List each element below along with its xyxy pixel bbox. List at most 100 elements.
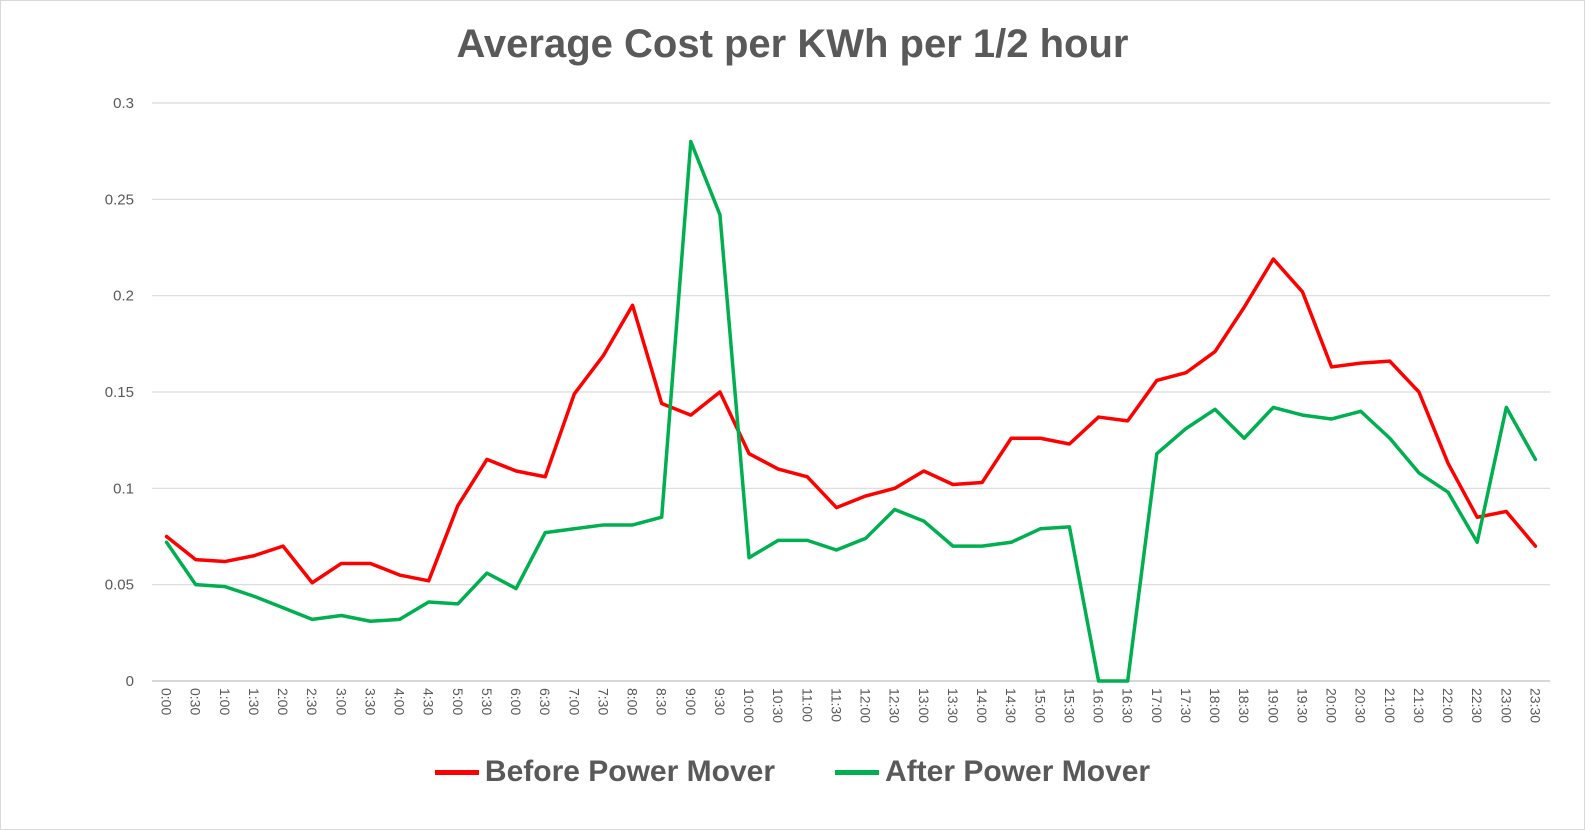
data-point-after [834, 548, 838, 552]
x-tick-label: 7:00 [566, 688, 582, 715]
data-point-after [398, 617, 402, 621]
data-point-before [922, 469, 926, 473]
data-point-before [1038, 436, 1042, 440]
data-point-before [223, 560, 227, 564]
data-point-before [747, 452, 751, 456]
data-point-before [281, 544, 285, 548]
x-tick-label: 13:30 [945, 688, 961, 723]
x-tick-label: 15:00 [1032, 688, 1048, 723]
data-point-before [1009, 436, 1013, 440]
data-point-after [689, 140, 693, 144]
x-tick-label: 15:30 [1061, 688, 1077, 723]
data-point-after [1067, 525, 1071, 529]
x-tick-label: 5:30 [479, 688, 495, 715]
data-point-before [1067, 442, 1071, 446]
y-tick-label: 0.25 [105, 191, 134, 208]
data-point-before [485, 457, 489, 461]
x-tick-label: 20:30 [1353, 688, 1369, 723]
data-point-after [1242, 436, 1246, 440]
data-point-before [1388, 359, 1392, 363]
data-point-before [1417, 390, 1421, 394]
data-point-before [1184, 371, 1188, 375]
data-point-before [165, 535, 169, 538]
x-tick-label: 23:30 [1527, 688, 1543, 723]
data-point-before [398, 573, 402, 577]
x-tick-label: 6:00 [508, 688, 524, 715]
x-tick-label: 19:30 [1294, 688, 1310, 723]
data-point-before [368, 561, 372, 565]
x-tick-label: 16:00 [1091, 688, 1107, 723]
data-point-before [951, 482, 955, 486]
chart-title: Average Cost per KWh per 1/2 hour [456, 22, 1129, 66]
data-point-after [1097, 679, 1101, 683]
legend-item-before: Before Power Mover [434, 755, 775, 789]
data-point-before [252, 554, 256, 558]
data-point-before [834, 506, 838, 510]
data-point-after [1213, 407, 1217, 411]
data-point-after [718, 213, 722, 217]
data-point-before [456, 504, 460, 508]
data-point-before [980, 481, 984, 485]
data-point-after [864, 536, 868, 540]
y-tick-label: 0.05 [105, 577, 134, 594]
data-point-after [631, 523, 635, 527]
x-tick-label: 22:00 [1440, 688, 1456, 723]
data-point-after [310, 617, 314, 621]
data-point-after [427, 600, 431, 604]
x-tick-label: 17:00 [1149, 688, 1165, 723]
x-tick-label: 0:30 [188, 688, 204, 715]
data-point-after [805, 538, 809, 542]
data-point-after [1271, 405, 1275, 409]
x-tick-label: 0:00 [159, 688, 175, 715]
y-tick-label: 0 [126, 673, 134, 690]
data-point-after [1446, 490, 1450, 494]
data-point-before [1155, 378, 1159, 382]
data-point-before [194, 558, 198, 562]
data-point-after [601, 523, 605, 527]
data-point-before [631, 303, 635, 307]
x-tick-label: 22:30 [1469, 688, 1485, 723]
data-point-after [922, 519, 926, 523]
x-tick-label: 3:00 [333, 688, 349, 715]
y-tick-label: 0.15 [105, 384, 134, 401]
data-point-before [310, 581, 314, 585]
data-point-before [718, 390, 722, 394]
data-point-after [776, 538, 780, 542]
data-point-after [368, 619, 372, 623]
data-point-after [281, 606, 285, 610]
data-point-before [427, 579, 431, 583]
data-point-after [572, 527, 576, 531]
data-point-after [194, 583, 198, 587]
data-point-after [1359, 409, 1363, 413]
data-point-before [1271, 257, 1275, 261]
x-tick-label: 2:30 [304, 688, 320, 715]
x-tick-label: 1:00 [217, 688, 233, 715]
x-tick-label: 10:00 [741, 688, 757, 723]
x-tick-label: 20:00 [1324, 688, 1340, 723]
x-tick-label: 10:30 [770, 688, 786, 723]
data-point-after [1300, 413, 1304, 417]
data-point-after [252, 594, 256, 598]
x-tick-label: 1:30 [246, 688, 262, 715]
data-point-after [1504, 405, 1508, 409]
data-point-after [1155, 452, 1159, 456]
x-tick-label: 21:00 [1382, 688, 1398, 723]
x-tick-label: 19:00 [1265, 688, 1281, 723]
data-point-after [1475, 540, 1479, 544]
data-point-before [1097, 415, 1101, 419]
data-point-before [1446, 461, 1450, 465]
data-point-before [660, 402, 664, 406]
data-point-before [572, 392, 576, 396]
x-tick-label: 11:00 [799, 688, 815, 722]
x-tick-label: 6:30 [537, 688, 553, 715]
x-tick-label: 5:00 [450, 688, 466, 715]
x-tick-label: 11:30 [828, 688, 844, 722]
data-point-before [514, 469, 518, 473]
x-tick-label: 9:30 [712, 688, 728, 715]
data-point-after [514, 587, 518, 591]
data-point-after [485, 571, 489, 575]
data-point-before [893, 486, 897, 490]
data-point-before [1475, 515, 1479, 519]
